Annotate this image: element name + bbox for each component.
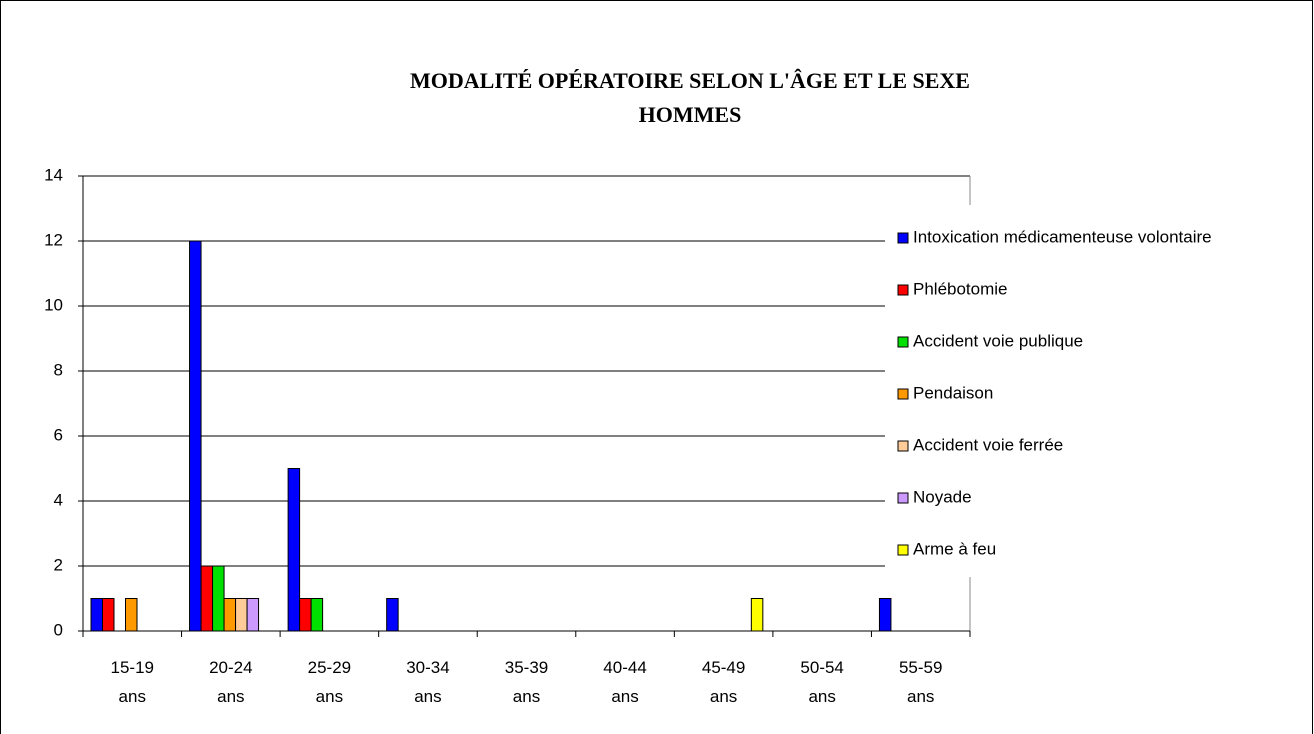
chart-title: MODALITÉ OPÉRATOIRE SELON L'ÂGE ET LE SE…	[410, 68, 970, 93]
chart-subtitle: HOMMES	[639, 102, 742, 127]
legend-label: Phlébotomie	[913, 279, 1008, 298]
bar	[386, 598, 399, 632]
y-tick-label: 0	[54, 620, 63, 639]
x-tick-label: 30-34 ans	[406, 658, 450, 706]
legend-swatch	[897, 284, 909, 296]
x-tick-label: 50-54 ans	[800, 658, 844, 706]
legend-label: Intoxication médicamenteuse volontaire	[913, 227, 1212, 246]
legend-label: Arme à feu	[913, 539, 996, 558]
bar	[878, 598, 892, 632]
legend-label: Accident voie publique	[913, 331, 1083, 350]
y-tick-label: 2	[54, 555, 63, 574]
y-tick-label: 10	[44, 295, 63, 314]
x-tick-label: 25-29 ans	[307, 658, 352, 706]
y-tick-label: 8	[54, 360, 63, 379]
x-tick-label: 20-24 ans	[209, 658, 253, 706]
y-tick-label: 12	[44, 230, 63, 249]
bar	[310, 598, 324, 632]
bar	[125, 598, 138, 632]
y-tick-label: 14	[44, 165, 63, 184]
bar	[287, 468, 301, 632]
y-tick-label: 6	[54, 425, 63, 444]
bar	[90, 598, 103, 632]
legend-background	[885, 205, 1310, 577]
bar	[246, 598, 260, 632]
bar	[235, 598, 248, 632]
x-tick-label: 40-44 ans	[603, 658, 647, 706]
bar	[299, 598, 312, 632]
x-tick-label: 35-39 ans	[504, 658, 549, 706]
legend-label: Noyade	[913, 487, 972, 506]
legend-swatch	[897, 232, 909, 244]
bar	[102, 598, 115, 632]
bar	[189, 240, 202, 632]
y-tick-label: 4	[54, 490, 63, 509]
bar	[223, 598, 237, 632]
legend-swatch	[897, 544, 909, 556]
x-tick-label: 15-19 ans	[110, 658, 154, 706]
legend-swatch	[897, 388, 909, 400]
bar	[200, 565, 214, 632]
legend-label: Pendaison	[913, 383, 993, 402]
legend-swatch	[897, 440, 909, 452]
bar	[212, 565, 225, 632]
legend-label: Accident voie ferrée	[913, 435, 1063, 454]
bar	[750, 598, 764, 632]
legend-swatch	[897, 492, 909, 504]
legend-swatch	[897, 336, 909, 348]
x-tick-label: 55-59 ans	[898, 658, 943, 706]
x-tick-label: 45-49 ans	[701, 658, 746, 706]
